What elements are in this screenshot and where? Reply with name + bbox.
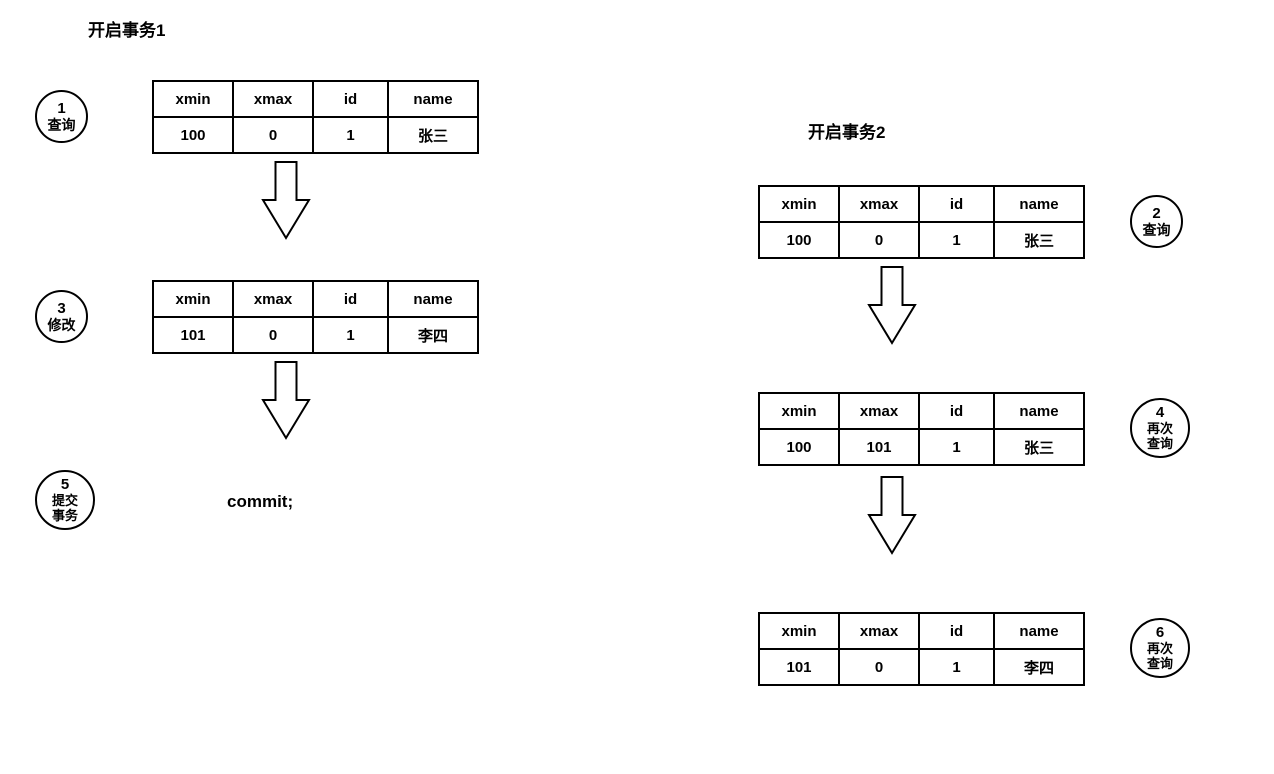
table-cell: 1 (313, 117, 388, 153)
table-cell: 100 (153, 117, 233, 153)
table-cell: 李四 (388, 317, 478, 353)
title-tx1: 开启事务1 (88, 16, 165, 41)
table-cell: 张三 (388, 117, 478, 153)
table-cell: 1 (313, 317, 388, 353)
table-header-cell: name (994, 186, 1084, 222)
arrow-down-icon (261, 160, 311, 240)
step-2-query: 2 查询 (1130, 195, 1183, 248)
table-step4: xminxmaxidname 1001011张三 (758, 392, 1085, 466)
table-step3: xminxmaxidname10101李四 (152, 280, 479, 354)
table-step1: xminxmaxidname 10001张三 (152, 80, 479, 154)
table-cell: 1 (919, 649, 994, 685)
table-step6: xminxmaxidname10101李四 (758, 612, 1085, 686)
step-number: 6 (1156, 624, 1164, 641)
table-cell: 张三 (994, 222, 1084, 258)
title-tx2: 开启事务2 (808, 118, 885, 143)
table-step2: xminxmaxidname 10001张三 (758, 185, 1085, 259)
step-4-requery: 4 再次查询 (1130, 398, 1190, 458)
table-header-cell: xmin (759, 613, 839, 649)
table-cell: 1 (919, 222, 994, 258)
table-cell: 0 (233, 317, 313, 353)
table-cell: 1 (919, 429, 994, 465)
table-header-cell: xmin (759, 186, 839, 222)
table-cell: 张三 (994, 429, 1084, 465)
step-label: 再次查询 (1147, 642, 1173, 672)
table-cell: 李四 (994, 649, 1084, 685)
arrow-down-icon (867, 475, 917, 555)
commit-label: commit; (227, 492, 293, 512)
step-label: 修改 (48, 317, 76, 333)
table-header-cell: xmax (233, 81, 313, 117)
arrow-down-icon (867, 265, 917, 345)
table-cell: 101 (759, 649, 839, 685)
step-3-modify: 3 修改 (35, 290, 88, 343)
table-cell: 100 (759, 222, 839, 258)
step-number: 5 (61, 476, 69, 493)
step-label: 查询 (48, 117, 76, 133)
table-cell: 0 (839, 222, 919, 258)
step-number: 4 (1156, 404, 1164, 421)
table-header-cell: xmax (839, 393, 919, 429)
table-header-cell: xmax (233, 281, 313, 317)
table-header-cell: id (313, 81, 388, 117)
table-header-cell: id (919, 186, 994, 222)
table-cell: 0 (233, 117, 313, 153)
step-label: 再次查询 (1147, 422, 1173, 452)
arrow-down-icon (261, 360, 311, 440)
step-label: 提交事务 (52, 494, 78, 524)
table-header-cell: name (388, 81, 478, 117)
table-header-cell: name (388, 281, 478, 317)
table-header-cell: id (919, 393, 994, 429)
table-header-cell: id (313, 281, 388, 317)
table-header-cell: id (919, 613, 994, 649)
step-number: 2 (1152, 205, 1160, 222)
step-label: 查询 (1143, 222, 1171, 238)
table-header-cell: xmin (153, 81, 233, 117)
table-header-cell: xmax (839, 186, 919, 222)
table-header-cell: name (994, 613, 1084, 649)
step-number: 3 (57, 300, 65, 317)
step-6-requery: 6 再次查询 (1130, 618, 1190, 678)
table-header-cell: name (994, 393, 1084, 429)
table-cell: 100 (759, 429, 839, 465)
table-cell: 101 (839, 429, 919, 465)
step-number: 1 (57, 100, 65, 117)
step-5-commit: 5 提交事务 (35, 470, 95, 530)
table-cell: 101 (153, 317, 233, 353)
step-1-query: 1 查询 (35, 90, 88, 143)
table-header-cell: xmin (153, 281, 233, 317)
table-header-cell: xmax (839, 613, 919, 649)
table-cell: 0 (839, 649, 919, 685)
table-header-cell: xmin (759, 393, 839, 429)
